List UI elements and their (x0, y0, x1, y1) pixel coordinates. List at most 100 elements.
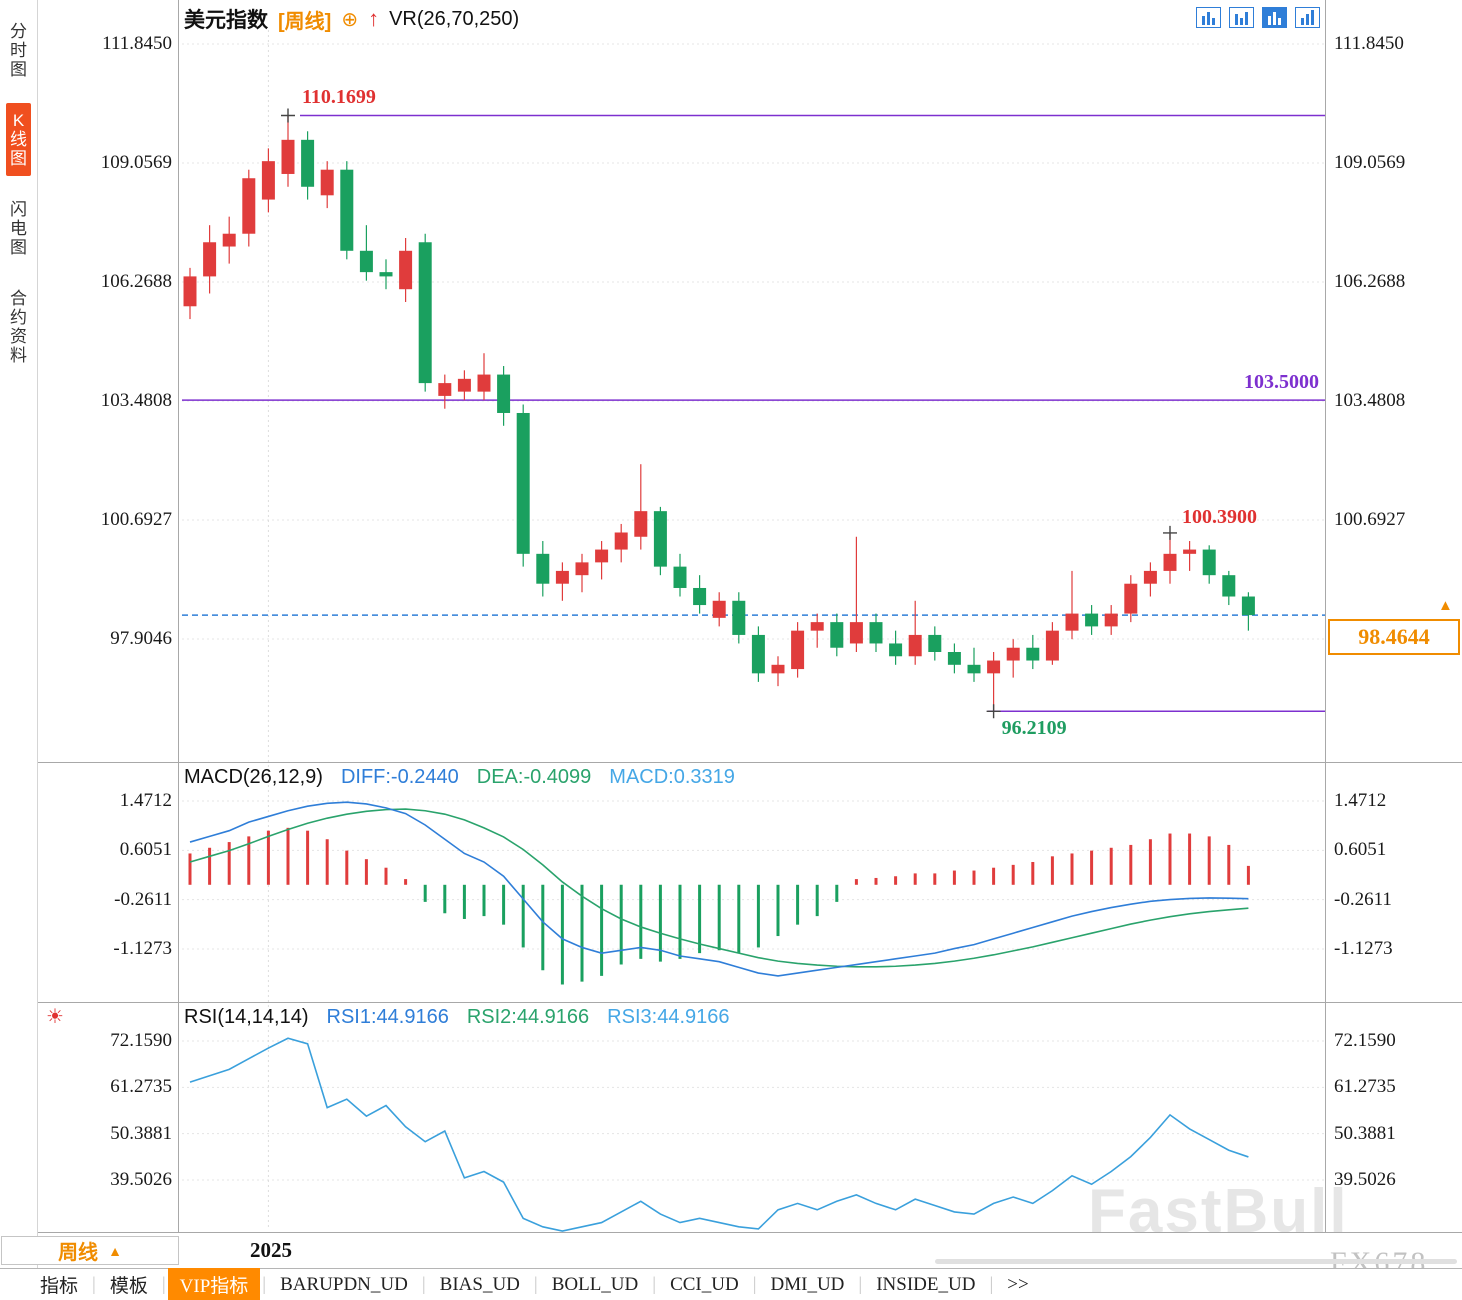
bottom-tab-6[interactable]: CCI_UD (670, 1273, 739, 1295)
y-axis-tick: 1.4712 (1334, 790, 1387, 811)
macd-header: MACD(26,12,9) DIFF:-0.2440 DEA:-0.4099 M… (184, 766, 735, 789)
y-axis-tick: -0.2611 (1334, 888, 1392, 910)
rsi2-value: RSI2:44.9166 (466, 1006, 590, 1028)
y-axis-tick: 72.1590 (110, 1030, 172, 1051)
macd-rsi-divider (38, 1002, 1462, 1003)
sidebar-tab-char: 资 (10, 327, 27, 346)
bottom-tab-1[interactable]: 模板 (109, 1276, 148, 1297)
y-axis-tick: -0.2611 (114, 888, 172, 910)
y-axis-tick: 39.5026 (110, 1169, 172, 1190)
chart-header: 美元指数 [周线] ⊕ ↑ VR(26,70,250) (184, 5, 519, 33)
level-price-label: 103.5000 (1244, 371, 1319, 394)
sidebar-tab-char: 合 (10, 289, 27, 308)
tab-separator: | (858, 1273, 863, 1295)
y-axis-tick: -1.1273 (1334, 938, 1393, 959)
rsi-header: RSI(14,14,14) RSI1:44.9166 RSI2:44.9166 … (184, 1006, 730, 1029)
sidebar-tab-char: K (12, 111, 25, 130)
horizontal-scrollbar[interactable] (935, 1259, 1457, 1264)
level-lines (182, 114, 1325, 713)
indicator-tab-bar: 指标 | 模板 | VIP指标 | BARUPDN_UD | BIAS_UD | BOLL_UD | C… (0, 1268, 1462, 1300)
y-axis-tick: 106.2688 (100, 271, 172, 292)
y-axis-tick: 111.8450 (1334, 33, 1404, 54)
y-axis-tick: 0.6051 (1334, 839, 1387, 861)
y-axis-tick: 100.6927 (1334, 508, 1406, 530)
macd-layer (188, 801, 1250, 985)
bottom-tab-5[interactable]: BOLL_UD (551, 1273, 639, 1295)
xaxis-divider (0, 1232, 1462, 1233)
bottom-tab-9[interactable]: >> (1007, 1273, 1029, 1295)
macd-macd-value: MACD:0.3319 (609, 766, 735, 788)
tab-separator: | (752, 1273, 757, 1295)
y-axis-tick: 109.0569 (100, 152, 172, 173)
sidebar-tab-char: 约 (10, 308, 27, 327)
rsi1-value: RSI1:44.9166 (326, 1006, 449, 1028)
single-view-icon[interactable] (1196, 7, 1221, 28)
sidebar-tab-char: 图 (10, 60, 27, 79)
sidebar-tab-char: 图 (10, 238, 27, 257)
sidebar-tab-char: 图 (10, 149, 27, 168)
bottom-tab-2[interactable]: VIP指标 (167, 1268, 261, 1300)
current-price-tag: 98.4644 (1328, 619, 1460, 656)
bottom-tab-8[interactable]: INSIDE_UD (876, 1273, 976, 1295)
bottom-tab-0[interactable]: 指标 (40, 1276, 79, 1297)
macd-title: MACD(26,12,9) (184, 766, 323, 788)
y-axis-tick: 61.2735 (1334, 1076, 1396, 1098)
add-indicator-icon[interactable]: ⊕ (341, 8, 359, 31)
bottom-tab-4[interactable]: BIAS_UD (439, 1273, 520, 1295)
sidebar-tab-2[interactable]: 闪电图 (6, 192, 31, 265)
y-axis-tick: 103.4808 (1334, 389, 1406, 411)
y-axis-tick: 106.2688 (1334, 271, 1406, 292)
tab-separator: | (421, 1273, 426, 1295)
tab-separator: | (652, 1273, 657, 1295)
right-axis-line (1325, 0, 1326, 1232)
sidebar-tab-0[interactable]: 分时图 (6, 14, 31, 87)
symbol-title: 美元指数 (184, 9, 268, 32)
recent-high-label: 100.3900 (1182, 505, 1257, 528)
period-selector[interactable]: 周线 ▲ (1, 1236, 179, 1265)
sidebar-tab-char: 分 (10, 22, 27, 41)
left-axis-line (178, 0, 179, 1232)
gridlines (182, 30, 1325, 1230)
period-tag: [周线] (278, 10, 332, 33)
y-axis-tick: 97.9046 (110, 628, 172, 649)
y-axis-tick: 0.6051 (119, 839, 172, 861)
watermark-fastbull: FastBull (1088, 1177, 1349, 1246)
y-axis-tick: -1.1273 (113, 938, 172, 959)
price-up-arrow-icon: ▲ (1438, 597, 1453, 615)
y-axis-tick: 39.5026 (1334, 1169, 1396, 1190)
indicator-view-icon[interactable] (1262, 7, 1287, 28)
indicator-settings-icon[interactable]: ☀ (46, 1006, 64, 1028)
bottom-tab-3[interactable]: BARUPDN_UD (280, 1273, 408, 1295)
level-price-label: 96.2109 (1001, 717, 1067, 740)
sidebar-tab-char: 时 (10, 41, 27, 60)
multi-view-icon[interactable] (1295, 7, 1320, 28)
sidebar-tab-char: 料 (10, 346, 27, 365)
macd-dea-value: DEA:-0.4099 (476, 766, 592, 788)
trend-up-arrow-icon: ↑ (368, 6, 380, 31)
y-axis-tick: 50.3881 (110, 1122, 172, 1144)
period-arrow-icon: ▲ (108, 1242, 122, 1259)
candlestick-layer (183, 115, 1255, 712)
y-axis-tick: 1.4712 (119, 790, 172, 811)
sidebar-tab-char: 线 (10, 130, 27, 149)
rsi-layer (189, 1037, 1249, 1232)
price-markers (281, 108, 1177, 719)
sidebar-tab-3[interactable]: 合约资料 (6, 281, 31, 373)
y-axis-tick: 111.8450 (102, 33, 172, 54)
tab-separator: | (262, 1273, 267, 1295)
y-axis-tick: 72.1590 (1334, 1030, 1396, 1051)
y-axis-tick: 109.0569 (1334, 152, 1406, 173)
bottom-tab-7[interactable]: DMI_UD (770, 1273, 845, 1295)
y-axis-tick: 103.4808 (100, 389, 172, 411)
y-axis-tick: 50.3881 (1334, 1122, 1396, 1144)
rsi-title: RSI(14,14,14) (184, 1006, 309, 1028)
tab-separator: | (533, 1273, 538, 1295)
dual-view-icon[interactable] (1229, 7, 1254, 28)
level-price-label: 110.1699 (302, 86, 376, 109)
tab-separator: | (92, 1273, 96, 1295)
main-macd-divider (38, 762, 1462, 763)
